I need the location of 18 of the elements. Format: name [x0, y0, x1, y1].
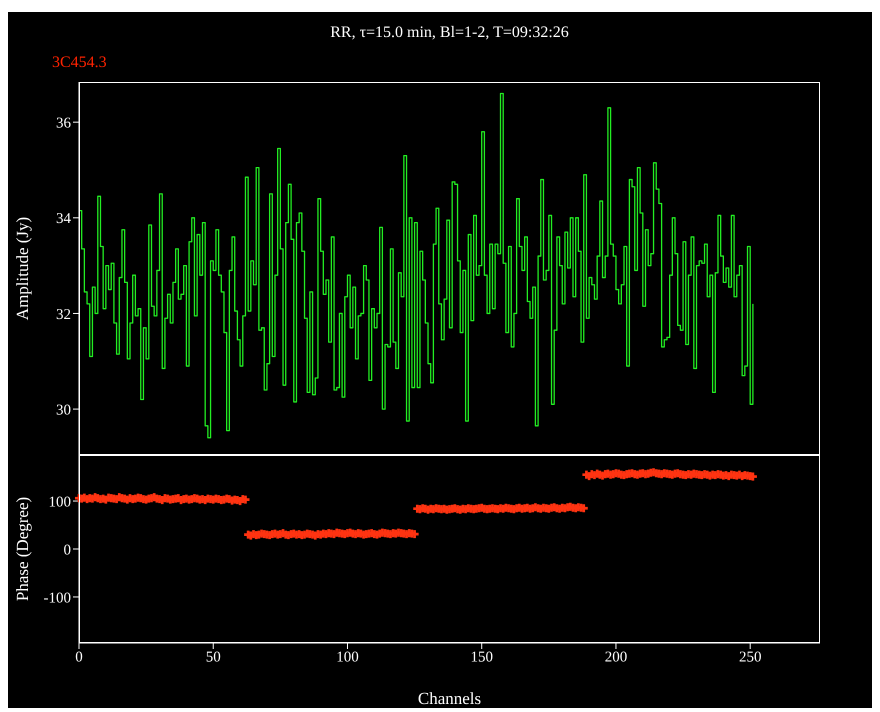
chart-title: RR, τ=15.0 min, Bl=1-2, T=09:32:26	[329, 24, 570, 42]
y-tick-label: 100	[48, 494, 71, 510]
y-tick-label: 34	[56, 211, 72, 228]
x-tick-label: 0	[75, 650, 83, 666]
y-tick-label: 30	[56, 402, 71, 418]
x-tick-label: 50	[206, 650, 221, 666]
x-tick-label: 250	[738, 650, 762, 666]
y-axis-title: Phase (Degree)	[13, 496, 32, 602]
y-tick-label: 32	[56, 306, 71, 323]
text: 3C454.3	[52, 54, 107, 72]
y-axis-title: Amplitude (Jy)	[13, 216, 32, 320]
y-tick-label: 0	[64, 542, 71, 558]
y-tick-label: -100	[44, 590, 71, 606]
x-tick-label: 200	[604, 650, 628, 666]
x-tick-label: 100	[336, 650, 359, 666]
x-axis-title: Channels	[418, 689, 482, 708]
y-tick-label: 36	[56, 115, 72, 132]
x-tick-label: 150	[470, 650, 493, 666]
